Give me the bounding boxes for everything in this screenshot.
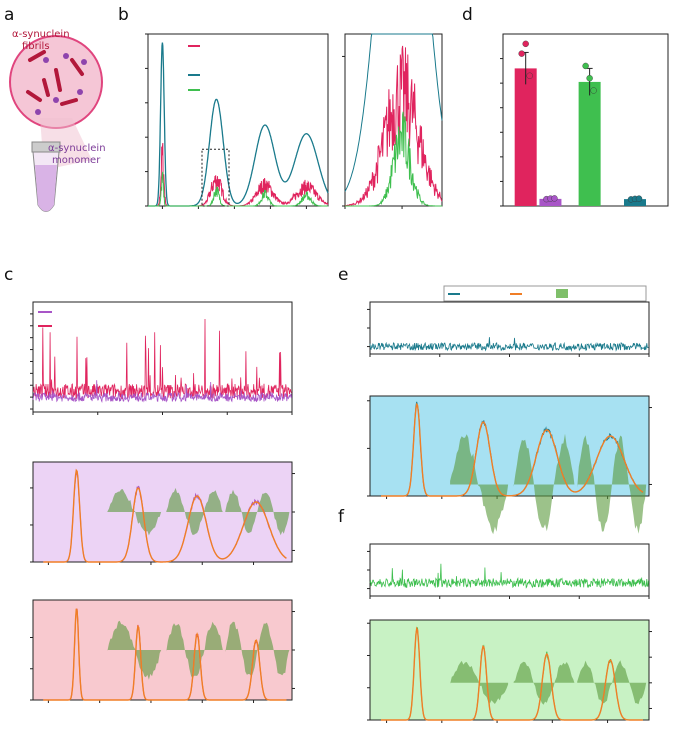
chart-c-top [30, 301, 293, 415]
panel-letter-d: d [462, 5, 473, 25]
legend-box [443, 285, 647, 302]
chart-f-bot [367, 619, 652, 723]
zoom-series-line-0 [344, 33, 443, 192]
radius-error-area [450, 434, 509, 535]
chart-b-main [145, 33, 329, 209]
fibrils-trace [32, 318, 292, 400]
plot-background [370, 396, 649, 496]
bar [539, 198, 562, 206]
data-point [635, 195, 643, 202]
data-point [522, 40, 529, 48]
data-point [526, 72, 533, 79]
radius-error-area [107, 620, 162, 680]
radius-error-area [225, 621, 290, 678]
zoom-series-line-1 [345, 45, 443, 207]
fibril-shapes [26, 50, 84, 106]
fit-line [381, 402, 644, 497]
zoom-series-line-2 [345, 111, 442, 207]
series-line-2 [148, 171, 328, 207]
chart-b-zoom [342, 33, 443, 209]
data-point [590, 87, 597, 94]
monomer-label-2: monomer [52, 155, 101, 166]
fit-line [43, 468, 287, 563]
fibrils-trace [369, 563, 649, 589]
tube-liquid [35, 165, 57, 212]
plot-frame [369, 543, 650, 597]
data-point [518, 50, 525, 57]
data-point [586, 75, 593, 82]
radius-error-area [577, 435, 647, 534]
panel-letter-e: e [338, 265, 348, 285]
bar [624, 199, 646, 206]
series-line-0 [148, 42, 329, 207]
radius-error-area [107, 489, 162, 536]
panel-letter-a: a [4, 5, 14, 25]
monomer-trace [32, 380, 292, 403]
chart-f-top [367, 543, 650, 599]
chart-e-top [367, 285, 650, 357]
panel-letter-c: c [4, 265, 13, 285]
zoom-box [201, 148, 230, 207]
chart-d [500, 33, 669, 207]
panel-letter-f: f [338, 507, 345, 527]
bar [514, 68, 537, 207]
data-point [551, 195, 558, 202]
data-point [582, 62, 589, 70]
fibrils-label-2: fibrils [22, 41, 50, 52]
chart-c-bot [30, 599, 295, 703]
chart-c-mid [30, 461, 295, 565]
legend-swatch [556, 289, 568, 298]
radius-error-area [450, 660, 509, 704]
monomer-label-1: α-synuclein [48, 143, 106, 154]
bar [578, 81, 601, 206]
series-line-1 [148, 142, 329, 207]
plot-frame [147, 33, 329, 207]
monomer-shapes [35, 53, 87, 115]
fibrils-label-1: α-synuclein [12, 29, 70, 40]
chart-e-bot [367, 395, 652, 535]
radius-error-area [166, 487, 223, 535]
radius-error-area [225, 489, 290, 536]
radius-error-area [513, 433, 575, 532]
fit-line [43, 608, 287, 701]
monomer-trace [369, 337, 649, 352]
fit-line [381, 626, 643, 721]
panel-letter-b: b [118, 5, 129, 25]
radius-error-area [577, 660, 647, 705]
panel-a-illustration: α-synuclein fibrils α-synuclein monomer [9, 29, 106, 212]
radius-error-area [513, 661, 575, 705]
